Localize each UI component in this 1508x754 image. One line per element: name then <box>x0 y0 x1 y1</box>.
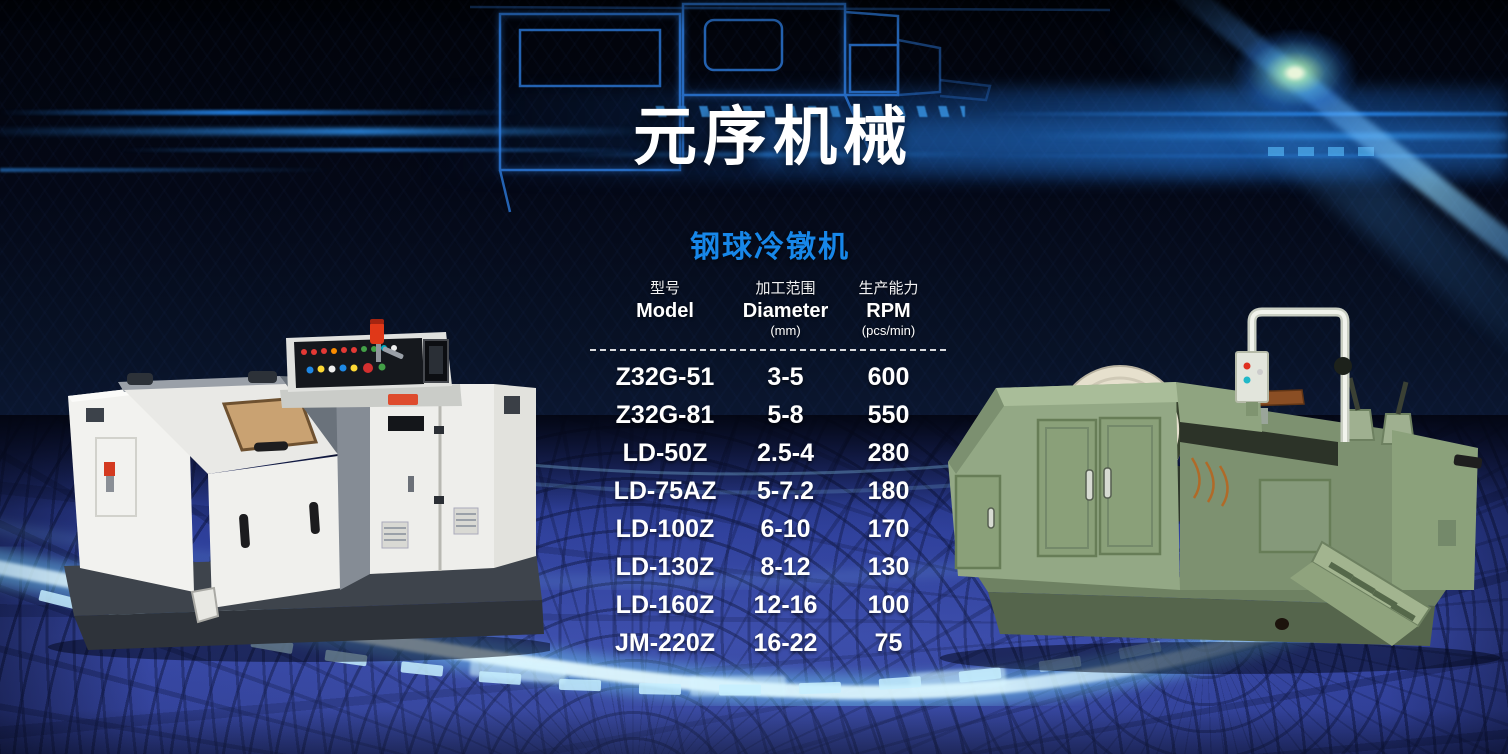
header-diameter-unit: (mm) <box>770 323 801 338</box>
header-capacity: 生产能力 RPM (pcs/min) <box>831 280 946 340</box>
cell-diameter: 3-5 <box>767 362 804 391</box>
cell-rpm: 550 <box>867 400 910 429</box>
spec-table-body: Z32G-51 3-5 600 Z32G-81 5-8 550 LD-50Z 2… <box>590 358 946 662</box>
header-model-en: Model <box>636 300 694 322</box>
spec-table-header: 型号 Model 加工范围 Diameter (mm) 生产能力 RPM (pc… <box>590 280 946 340</box>
cell-model: JM-220Z <box>614 628 716 657</box>
lens-flare <box>1210 13 1380 133</box>
machine-wireframe-outline <box>470 1 1110 213</box>
cell-model: LD-160Z <box>615 590 715 619</box>
table-row: LD-100Z 6-10 170 <box>590 510 946 548</box>
table-row: LD-50Z 2.5-4 280 <box>590 434 946 472</box>
cell-model: Z32G-81 <box>615 400 715 429</box>
cell-rpm: 600 <box>867 362 910 391</box>
header-capacity-en: RPM <box>866 300 911 322</box>
cell-rpm: 280 <box>867 438 910 467</box>
cell-model: LD-130Z <box>615 552 715 581</box>
cell-rpm: 100 <box>867 590 910 619</box>
brand-title: 元序机械 <box>633 101 913 173</box>
table-row: LD-130Z 8-12 130 <box>590 548 946 586</box>
cell-diameter: 5-7.2 <box>757 476 814 505</box>
cell-model: LD-75AZ <box>613 476 717 505</box>
header-diameter-en: Diameter <box>742 300 829 322</box>
cell-rpm: 170 <box>867 514 910 543</box>
cell-rpm: 75 <box>874 628 903 657</box>
header-model-zh: 型号 <box>649 280 680 297</box>
cell-diameter: 16-22 <box>753 628 818 657</box>
table-row: JM-220Z 16-22 75 <box>590 624 946 662</box>
cell-rpm: 180 <box>867 476 910 505</box>
cell-rpm: 130 <box>867 552 910 581</box>
header-model: 型号 Model <box>590 280 740 340</box>
cell-model: Z32G-51 <box>615 362 715 391</box>
table-row: Z32G-51 3-5 600 <box>590 358 946 396</box>
cell-diameter: 8-12 <box>760 552 811 581</box>
cell-model: LD-100Z <box>615 514 715 543</box>
cell-diameter: 5-8 <box>767 400 804 429</box>
table-row: LD-75AZ 5-7.2 180 <box>590 472 946 510</box>
table-divider <box>590 349 946 351</box>
table-row: Z32G-81 5-8 550 <box>590 396 946 434</box>
cell-diameter: 12-16 <box>753 590 818 619</box>
header-capacity-unit: (pcs/min) <box>861 323 916 338</box>
section-subtitle: 钢球冷镦机 <box>690 231 850 264</box>
header-diameter-zh: 加工范围 <box>755 280 816 297</box>
spec-table: 型号 Model 加工范围 Diameter (mm) 生产能力 RPM (pc… <box>590 280 946 662</box>
header-capacity-zh: 生产能力 <box>858 280 919 297</box>
cell-diameter: 6-10 <box>760 514 811 543</box>
header-diameter: 加工范围 Diameter (mm) <box>740 280 831 340</box>
cell-diameter: 2.5-4 <box>757 438 814 467</box>
cell-model: LD-50Z <box>622 438 708 467</box>
table-row: LD-160Z 12-16 100 <box>590 586 946 624</box>
